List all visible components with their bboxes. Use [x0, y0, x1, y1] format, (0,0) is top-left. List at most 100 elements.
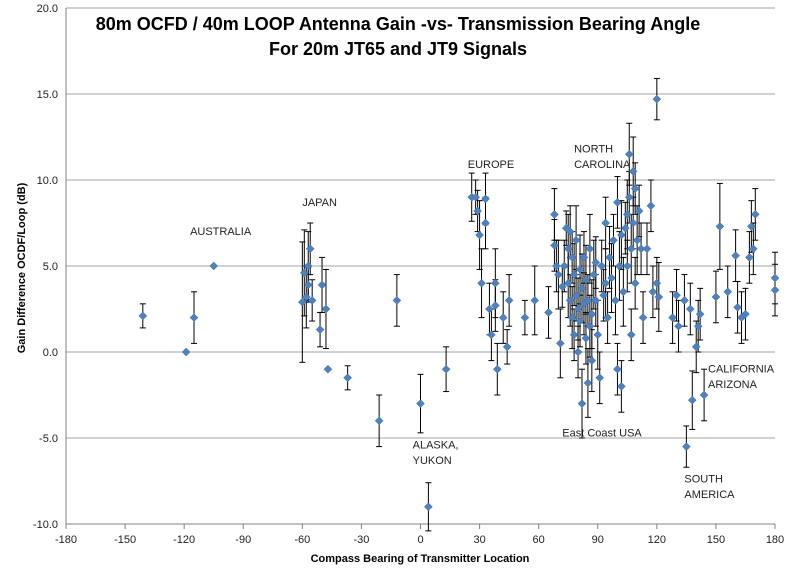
data-point [475, 230, 484, 240]
data-point [424, 502, 433, 512]
data-point [299, 268, 309, 278]
data-point [557, 282, 567, 291]
data-point [181, 347, 191, 357]
y-tick-label: -5.0 [39, 433, 58, 445]
data-point [731, 251, 740, 261]
data-point [544, 308, 553, 317]
data-point [575, 265, 585, 274]
data-point [305, 244, 315, 254]
data-point [632, 235, 642, 245]
data-point [748, 244, 758, 254]
data-point [691, 342, 701, 352]
data-point [605, 253, 614, 262]
data-point [485, 304, 494, 314]
data-point [618, 287, 628, 297]
data-point [559, 261, 569, 271]
x-axis-title: Compass Bearing of Transmitter Location [311, 553, 530, 565]
data-point [613, 198, 622, 207]
annotation-label: ALASKA, [413, 439, 459, 451]
annotation-label: JAPAN [302, 197, 337, 209]
data-point [591, 296, 601, 305]
data-point [577, 284, 587, 293]
data-point [668, 313, 677, 322]
data-point [303, 261, 313, 271]
data-point [392, 296, 402, 305]
data-point [583, 296, 593, 305]
x-tick-label: -150 [114, 534, 136, 546]
data-point [741, 309, 750, 319]
data-point [589, 270, 599, 279]
y-tick-label: 0.0 [43, 347, 58, 359]
data-point [624, 149, 634, 159]
data-point [603, 313, 612, 322]
data-point [550, 210, 559, 219]
data-point [630, 278, 640, 288]
data-point [552, 261, 561, 271]
data-point [504, 296, 514, 305]
data-point [601, 278, 610, 288]
data-point [498, 313, 508, 322]
data-point [638, 313, 648, 322]
y-tick-label: 10.0 [37, 175, 58, 187]
x-tick-label: 90 [592, 534, 604, 546]
data-point [613, 364, 622, 374]
data-point [693, 321, 703, 331]
data-point [583, 378, 593, 388]
data-point [416, 399, 425, 408]
annotation-label: CAROLINA [574, 159, 631, 171]
data-point [209, 261, 219, 271]
x-tick-label: 0 [417, 534, 423, 546]
x-tick-label: -90 [235, 534, 251, 546]
data-point [672, 290, 681, 300]
data-point [628, 218, 638, 228]
annotation-label: NORTH [574, 143, 613, 155]
data-point [343, 373, 352, 383]
data-point [699, 390, 709, 400]
data-point [682, 442, 691, 451]
data-point [323, 364, 333, 374]
data-point [321, 304, 331, 314]
data-point [652, 94, 662, 104]
annotation-label: East Coast USA [562, 427, 642, 439]
data-point [747, 222, 756, 231]
data-point [567, 313, 577, 322]
data-point [520, 313, 530, 322]
y-tick-label: -10.0 [33, 519, 58, 531]
data-point [636, 244, 646, 254]
data-point [646, 201, 656, 211]
data-point [609, 235, 618, 245]
x-tick-label: 60 [533, 534, 545, 546]
data-point [487, 330, 496, 340]
y-tick-label: 15.0 [37, 89, 58, 101]
data-point [471, 192, 480, 202]
x-tick-label: 150 [707, 534, 725, 546]
data-point [473, 206, 482, 216]
data-point [687, 395, 697, 405]
data-point [652, 278, 662, 288]
data-point [297, 297, 307, 307]
data-point [565, 296, 575, 305]
data-point [189, 313, 199, 322]
data-point [481, 194, 490, 204]
annotation-label: EUROPE [468, 159, 514, 171]
data-point [502, 342, 512, 352]
x-tick-label: -30 [353, 534, 369, 546]
y-axis-title: Gain Difference OCDF/Loop (dB) [16, 182, 28, 353]
annotation-label: AMERICA [684, 489, 735, 501]
data-point [630, 184, 640, 193]
data-point [530, 296, 540, 305]
data-point [711, 292, 721, 302]
data-point [585, 321, 595, 331]
data-point [581, 275, 591, 285]
data-point [622, 210, 632, 219]
data-point [620, 223, 630, 233]
data-point [750, 210, 760, 219]
data-point [567, 253, 577, 262]
y-tick-label: 5.0 [43, 261, 58, 273]
data-point [585, 244, 595, 254]
chart-title-line-1: 80m OCFD / 40m LOOP Antenna Gain -vs- Tr… [96, 14, 700, 34]
data-point [554, 270, 563, 279]
data-point [492, 364, 502, 374]
data-point [648, 287, 658, 297]
